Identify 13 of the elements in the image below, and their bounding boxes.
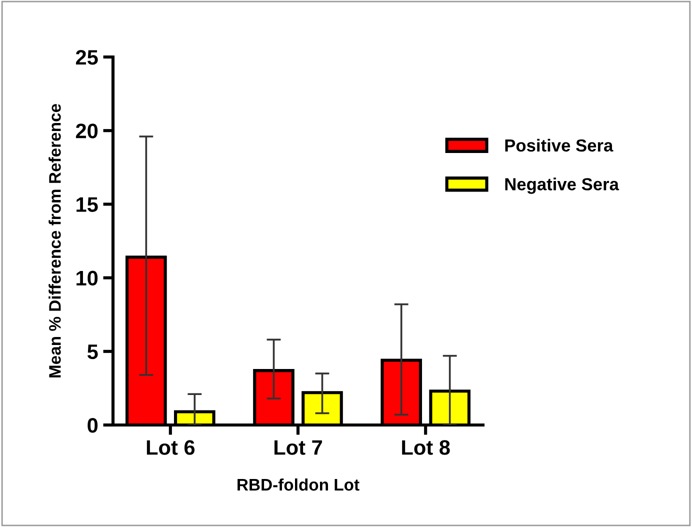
y-tick-label: 5: [87, 344, 98, 360]
legend-label: Positive Sera: [505, 138, 614, 152]
x-tick-label: Lot 7: [274, 440, 322, 455]
y-tick-label: 20: [76, 124, 98, 138]
y-tick-label: 10: [76, 270, 98, 286]
y-tick-label: 0: [88, 418, 98, 433]
y-axis-title: Mean % Difference from Reference: [48, 104, 61, 378]
x-axis-title: RBD-foldon Lot: [238, 478, 360, 491]
x-tick-label: Lot 8: [402, 440, 450, 455]
y-tick-label: 25: [76, 50, 98, 65]
y-tick-label: 15: [76, 197, 98, 212]
x-tick-label: Lot 6: [146, 440, 195, 455]
legend-label: Negative Sera: [505, 178, 620, 194]
